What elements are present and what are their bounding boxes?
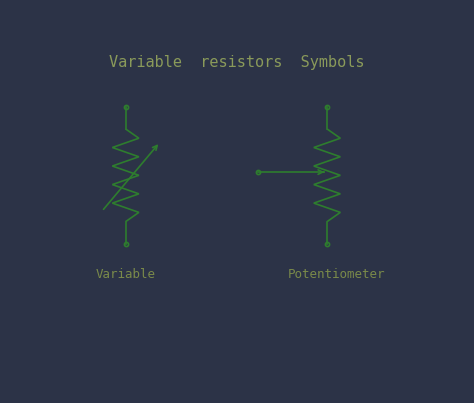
Text: Potentiometer: Potentiometer [288, 268, 385, 280]
Text: Variable  resistors  Symbols: Variable resistors Symbols [109, 55, 365, 70]
Text: Variable: Variable [96, 268, 155, 280]
